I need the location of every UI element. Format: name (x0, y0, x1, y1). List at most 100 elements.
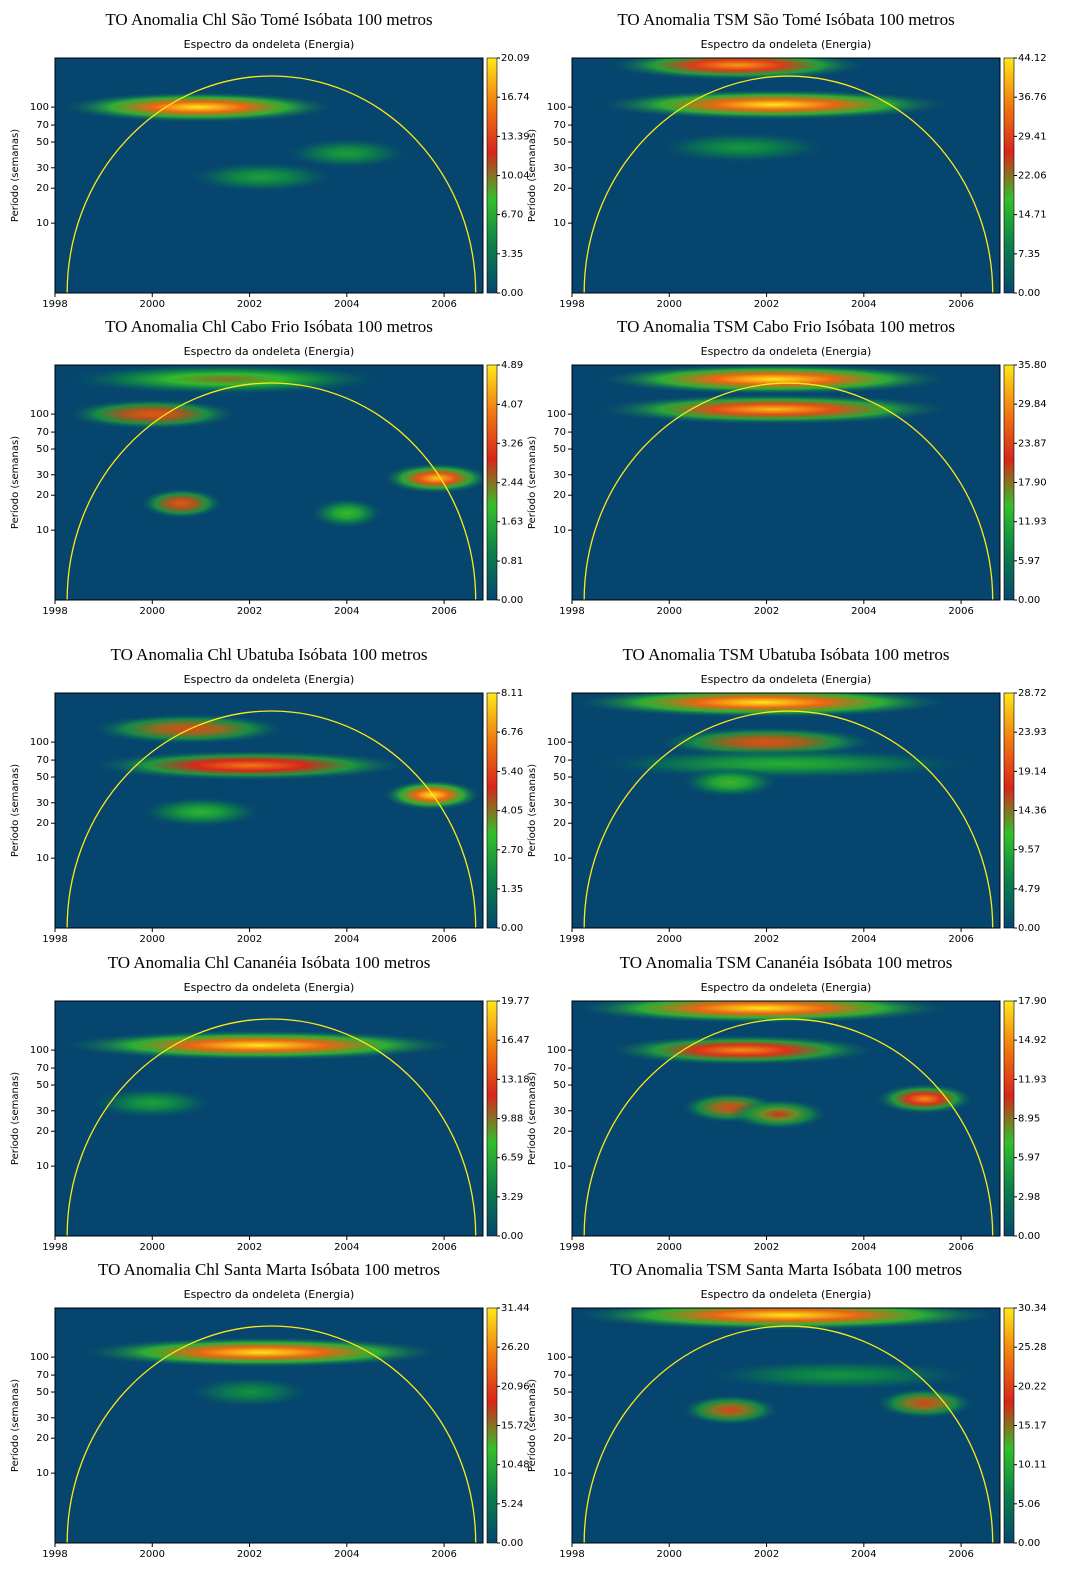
colorbar-tick-label: 23.93 (1018, 727, 1047, 738)
colorbar-tick-label: 31.44 (501, 1303, 530, 1314)
y-tick-label: 20 (553, 183, 566, 194)
colorbar-tick-label: 10.04 (501, 171, 530, 182)
colorbar-tick-label: 19.77 (501, 996, 530, 1007)
x-tick-label: 2000 (140, 1242, 165, 1253)
y-tick-label: 10 (36, 218, 49, 229)
cone-of-influence (66, 1018, 477, 1236)
x-tick-label: 2004 (851, 606, 876, 617)
colorbar-tick-label: 0.00 (1018, 1538, 1040, 1549)
spectrum-peak (594, 748, 974, 779)
heatmap-area (66, 365, 483, 600)
x-tick-label: 2002 (237, 934, 262, 945)
y-tick-label: 100 (547, 1045, 566, 1056)
x-tick-label: 1998 (42, 606, 67, 617)
x-tick-label: 2002 (754, 1549, 779, 1560)
colorbar (486, 1307, 498, 1544)
panel-subtitle: Espectro da ondeleta (Energia) (701, 673, 872, 686)
panel: TO Anomalia TSM Cabo Frio Isóbata 100 me… (526, 317, 1047, 617)
y-axis-label: Período (semanas) (9, 1379, 21, 1472)
spectrum-peak (876, 1083, 974, 1114)
y-tick-label: 10 (36, 525, 49, 536)
heatmap-area (574, 1001, 994, 1236)
x-tick-label: 2006 (948, 606, 973, 617)
y-tick-label: 20 (553, 818, 566, 829)
x-tick-label: 2004 (851, 299, 876, 310)
panel-title: TO Anomalia Chl São Tomé Isóbata 100 met… (105, 10, 432, 29)
spectrum-peak (67, 399, 238, 430)
panel: TO Anomalia TSM São Tomé Isóbata 100 met… (526, 10, 1047, 310)
y-tick-label: 10 (553, 853, 566, 864)
colorbar-tick-label: 4.07 (501, 399, 523, 410)
x-tick-label: 2004 (334, 606, 359, 617)
x-tick-label: 1998 (559, 1242, 584, 1253)
colorbar (1003, 57, 1015, 294)
colorbar-tick-label: 14.36 (1018, 806, 1047, 817)
heatmap-area (583, 365, 994, 600)
panel: TO Anomalia Chl Ubatuba Isóbata 100 metr… (9, 645, 523, 945)
x-tick-label: 2002 (754, 606, 779, 617)
colorbar-tick-label: 29.41 (1018, 131, 1047, 142)
y-tick-label: 100 (547, 737, 566, 748)
x-tick-label: 2006 (948, 934, 973, 945)
spectrum-peak (81, 1337, 442, 1368)
y-tick-label: 20 (553, 1433, 566, 1444)
cone-of-influence (583, 1018, 994, 1236)
x-tick-label: 2004 (334, 299, 359, 310)
spectrum-peak (705, 1360, 974, 1391)
spectrum-peak (598, 365, 949, 395)
colorbar-tick-label: 3.26 (501, 438, 523, 449)
colorbar-tick-label: 16.47 (501, 1035, 530, 1046)
y-tick-label: 70 (36, 755, 49, 766)
y-tick-label: 50 (553, 1080, 566, 1091)
colorbar (1003, 364, 1015, 601)
colorbar-tick-label: 0.00 (1018, 595, 1040, 606)
x-tick-label: 2006 (431, 1242, 456, 1253)
cone-of-influence (66, 710, 477, 928)
y-tick-label: 100 (547, 409, 566, 420)
y-tick-label: 70 (36, 120, 49, 131)
panel: TO Anomalia Chl Santa Marta Isóbata 100 … (9, 1260, 530, 1560)
x-tick-label: 2002 (237, 1242, 262, 1253)
spectrum-peak (608, 1035, 876, 1066)
colorbar-tick-label: 0.00 (501, 595, 523, 606)
x-tick-label: 1998 (559, 934, 584, 945)
plot-frame (54, 1307, 484, 1544)
colorbar-tick-label: 30.34 (1018, 1303, 1047, 1314)
plot-frame (571, 57, 1001, 294)
spectrum-peak (140, 488, 223, 519)
x-tick-label: 2000 (140, 299, 165, 310)
panel-title: TO Anomalia Chl Cabo Frio Isóbata 100 me… (105, 317, 433, 336)
panel-subtitle: Espectro da ondeleta (Energia) (701, 345, 872, 358)
colorbar-tick-label: 11.93 (1018, 1074, 1047, 1085)
plot-frame (54, 364, 484, 601)
colorbar-tick-label: 13.18 (501, 1074, 530, 1085)
colorbar-tick-label: 0.00 (501, 288, 523, 299)
panel-subtitle: Espectro da ondeleta (Energia) (701, 38, 872, 51)
spectrum-peak (383, 780, 481, 811)
heatmap-area (62, 1018, 477, 1236)
cone-of-influence (66, 75, 477, 293)
y-tick-label: 20 (553, 1126, 566, 1137)
y-tick-label: 20 (36, 183, 49, 194)
panel-title: TO Anomalia TSM Santa Marta Isóbata 100 … (610, 1260, 962, 1279)
y-tick-label: 70 (553, 120, 566, 131)
panel-title: TO Anomalia TSM Cananéia Isóbata 100 met… (620, 953, 953, 972)
panel-subtitle: Espectro da ondeleta (Energia) (184, 38, 355, 51)
x-tick-label: 2000 (657, 606, 682, 617)
colorbar (486, 1000, 498, 1237)
spectrum-peak (310, 498, 384, 529)
cone-of-influence (583, 1325, 994, 1543)
spectrum-peak (286, 138, 408, 169)
x-tick-label: 1998 (559, 299, 584, 310)
plot-frame (571, 692, 1001, 929)
plot-background (572, 1308, 1000, 1543)
colorbar-tick-label: 10.11 (1018, 1460, 1047, 1471)
x-tick-label: 2002 (237, 606, 262, 617)
y-tick-label: 50 (36, 444, 49, 455)
heatmap-area (583, 58, 994, 293)
colorbar-tick-label: 7.35 (1018, 249, 1040, 260)
y-tick-label: 100 (547, 102, 566, 113)
y-tick-label: 10 (36, 853, 49, 864)
y-tick-label: 50 (553, 137, 566, 148)
colorbar (1003, 1307, 1015, 1544)
